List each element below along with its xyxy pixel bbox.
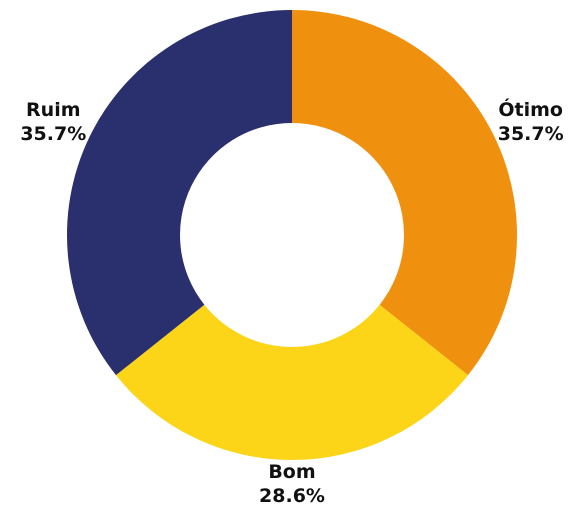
slice-bom — [115, 304, 469, 460]
slice-value-label: 28.6% — [259, 485, 325, 507]
slice-ruim — [67, 10, 292, 376]
slice-value-label: 35.7% — [20, 123, 86, 145]
slice-label: Ruim — [26, 99, 80, 121]
slice--timo — [292, 10, 518, 376]
slices-layer — [67, 10, 518, 460]
slice-label: Ótimo — [498, 97, 563, 121]
slice-label: Bom — [268, 461, 315, 483]
slice-value-label: 35.7% — [498, 123, 564, 145]
